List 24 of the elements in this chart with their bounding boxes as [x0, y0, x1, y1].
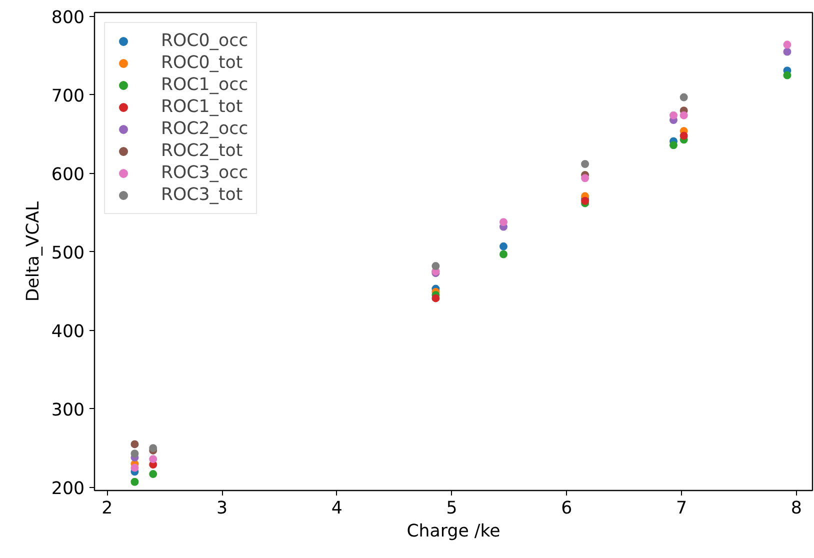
legend-label: ROC3_tot — [161, 185, 243, 205]
legend-label: ROC3_occ — [161, 163, 248, 183]
y-tick-label: 500 — [51, 243, 85, 264]
x-tick-label: 4 — [331, 498, 342, 518]
x-tick-label: 2 — [102, 498, 113, 518]
legend-label: ROC0_occ — [161, 31, 248, 51]
legend-label: ROC1_tot — [161, 97, 243, 117]
y-tick-label: 300 — [51, 400, 85, 420]
y-tick-label: 200 — [51, 478, 85, 499]
x-tick-label: 7 — [676, 498, 688, 518]
y-tick-label: 700 — [51, 86, 85, 106]
legend-label: ROC1_occ — [161, 75, 248, 95]
legend-label: ROC2_tot — [161, 141, 243, 161]
legend-label: ROC2_occ — [161, 119, 248, 139]
x-tick-label: 5 — [446, 498, 458, 518]
y-tick-label: 800 — [51, 8, 85, 28]
x-tick-label: 3 — [216, 498, 228, 518]
y-tick-label: 400 — [51, 322, 85, 342]
x-tick-label: 8 — [790, 498, 802, 518]
x-tick-label: 6 — [561, 498, 572, 518]
y-tick-label: 600 — [51, 164, 85, 185]
legend-label: ROC0_tot — [161, 53, 243, 73]
x-axis-title: Charge /ke — [406, 522, 500, 542]
y-axis-title: Delta_VCAL — [23, 200, 44, 302]
